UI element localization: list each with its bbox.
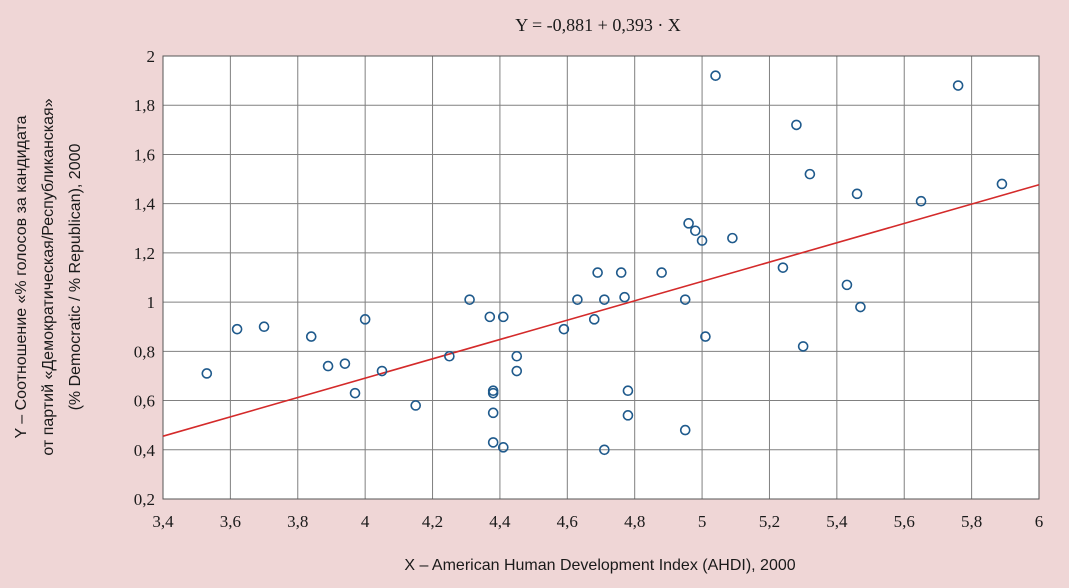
y-axis-label-line-1: Y – Соотношение «% голосов за кандидата xyxy=(13,115,30,438)
x-tick-label: 5,8 xyxy=(961,512,982,531)
x-tick-label: 6 xyxy=(1035,512,1044,531)
x-tick-label: 4,8 xyxy=(624,512,645,531)
y-tick-label: 0,4 xyxy=(134,441,156,460)
y-tick-label: 0,6 xyxy=(134,392,155,411)
x-tick-label: 5,6 xyxy=(894,512,915,531)
x-tick-label: 3,4 xyxy=(152,512,174,531)
x-tick-label: 5 xyxy=(698,512,707,531)
x-tick-label: 4,6 xyxy=(557,512,578,531)
y-tick-label: 2 xyxy=(147,47,156,66)
x-tick-label: 3,6 xyxy=(220,512,241,531)
x-tick-label: 4,2 xyxy=(422,512,443,531)
y-tick-label: 0,8 xyxy=(134,342,155,361)
y-axis-label-line-3: (% Democratic / % Republican), 2000 xyxy=(67,144,84,411)
x-tick-labels: 3,4 3,6 3,8 4 4,2 4,4 4,6 4,8 5 5,2 5,4 5,6 5,8 6 xyxy=(152,512,1043,531)
y-tick-label: 1,4 xyxy=(134,195,156,214)
y-axis-label-line-2: от партий «Демократическая/Республиканск… xyxy=(40,98,57,455)
y-tick-label: 1,8 xyxy=(134,96,155,115)
x-tick-label: 5,2 xyxy=(759,512,780,531)
x-tick-label: 4 xyxy=(361,512,370,531)
x-tick-label: 4,4 xyxy=(489,512,511,531)
y-tick-label: 0,2 xyxy=(134,490,155,509)
y-tick-labels: 0,2 0,4 0,6 0,8 1 1,2 1,4 1,6 1,8 2 xyxy=(134,47,156,509)
chart-title: Y = -0,881 + 0,393 · X xyxy=(515,15,681,35)
y-tick-label: 1,6 xyxy=(134,145,155,164)
x-tick-label: 3,8 xyxy=(287,512,308,531)
x-axis-label: X – American Human Development Index (AH… xyxy=(404,557,795,574)
y-tick-label: 1 xyxy=(147,293,156,312)
y-tick-label: 1,2 xyxy=(134,244,155,263)
x-tick-label: 5,4 xyxy=(826,512,848,531)
plot-area xyxy=(163,56,1039,499)
